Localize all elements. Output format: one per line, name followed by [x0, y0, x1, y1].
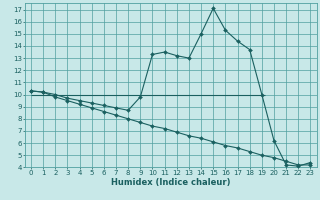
X-axis label: Humidex (Indice chaleur): Humidex (Indice chaleur): [111, 178, 230, 187]
